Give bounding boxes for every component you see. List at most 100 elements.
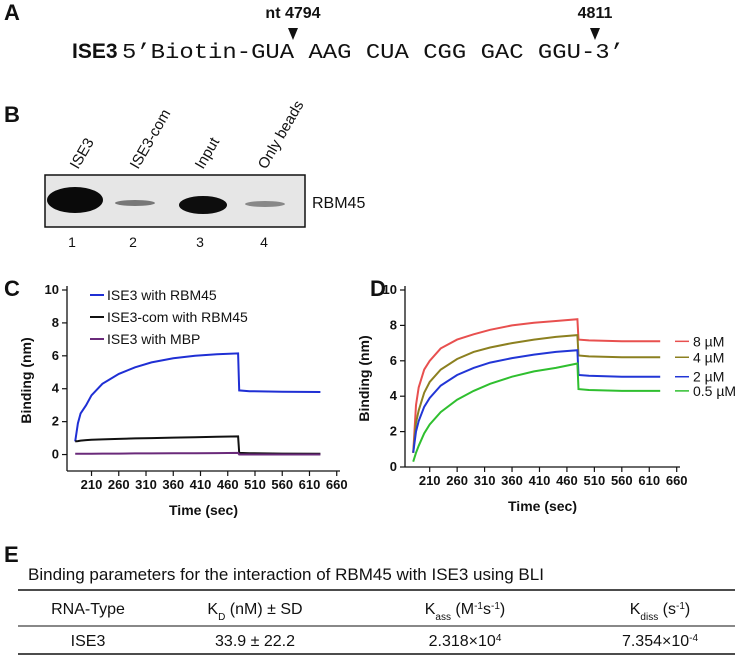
marker-label: 4811 xyxy=(578,5,613,22)
legend-label: 8 µM xyxy=(693,333,724,349)
y-tick-label: 6 xyxy=(390,353,397,368)
text-run: (nM) ± SD xyxy=(225,601,302,618)
gel-band xyxy=(179,196,227,214)
x-tick-label: 610 xyxy=(638,473,660,488)
x-tick-label: 410 xyxy=(529,473,551,488)
series-line xyxy=(412,349,661,453)
table-cell: 2.318×104 xyxy=(429,633,502,651)
legend-label: 2 µM xyxy=(693,369,724,385)
lane-label: ISE3-com xyxy=(127,106,175,172)
table-cell: ISE3 xyxy=(71,633,106,650)
text-run: ass xyxy=(435,612,451,623)
lane-number: 1 xyxy=(68,234,76,250)
x-tick-label: 510 xyxy=(244,477,266,492)
text-run: ) xyxy=(500,601,505,618)
legend-label: 4 µM xyxy=(693,349,724,365)
x-tick-label: 660 xyxy=(666,473,688,488)
x-axis-label: Time (sec) xyxy=(169,502,238,518)
series-line xyxy=(75,435,321,455)
text-run: -1 xyxy=(676,601,685,612)
gel-band xyxy=(245,201,285,207)
x-axis-label: Time (sec) xyxy=(508,498,577,514)
y-tick-label: 10 xyxy=(45,282,59,297)
text-run: K xyxy=(425,601,436,618)
x-tick-label: 310 xyxy=(135,477,157,492)
x-tick-label: 610 xyxy=(299,477,321,492)
panel-label: B xyxy=(4,102,20,127)
table-title: Binding parameters for the interaction o… xyxy=(28,565,544,584)
text-run: ) xyxy=(685,601,690,618)
y-tick-label: 0 xyxy=(52,447,59,462)
sequence: 5’Biotin-GUA AAG CUA CGG GAC GGU-3’ xyxy=(122,42,624,65)
table-header: RNA-Type xyxy=(51,601,125,618)
y-tick-label: 0 xyxy=(390,459,397,474)
table-header: Kass (M-1s-1) xyxy=(425,601,505,623)
x-tick-label: 460 xyxy=(556,473,578,488)
series-line xyxy=(412,362,661,463)
text-run: ISE3 xyxy=(71,633,106,650)
y-tick-label: 8 xyxy=(52,315,59,330)
y-tick-label: 10 xyxy=(383,282,397,297)
text-run: 4 xyxy=(496,633,502,644)
text-run: RNA-Type xyxy=(51,601,125,618)
legend-label: ISE3 with MBP xyxy=(107,331,200,347)
gel-band xyxy=(47,187,103,213)
lane-number: 4 xyxy=(260,234,268,250)
marker-arrow xyxy=(288,28,298,40)
lane-label: ISE3 xyxy=(67,135,98,172)
table-header: Kdiss (s-1) xyxy=(630,601,690,623)
x-tick-label: 510 xyxy=(584,473,606,488)
series-line xyxy=(412,318,661,453)
text-run: 2.318×10 xyxy=(429,633,496,650)
text-run: K xyxy=(207,601,218,618)
text-run: (s xyxy=(658,601,676,618)
lane-number: 3 xyxy=(196,234,204,250)
x-tick-label: 310 xyxy=(474,473,496,488)
y-tick-label: 2 xyxy=(390,424,397,439)
text-run: -1 xyxy=(474,601,483,612)
panel-label: C xyxy=(4,276,20,301)
legend-label: ISE3-com with RBM45 xyxy=(107,309,248,325)
table-header: KD (nM) ± SD xyxy=(207,601,302,623)
text-run: -4 xyxy=(689,633,698,644)
y-axis-label: Binding (nm) xyxy=(356,335,372,421)
text-run: (M xyxy=(451,601,474,618)
lane-label: Only beads xyxy=(255,98,308,172)
x-tick-label: 360 xyxy=(162,477,184,492)
x-tick-label: 560 xyxy=(611,473,633,488)
y-tick-label: 6 xyxy=(52,348,59,363)
y-axis-label: Binding (nm) xyxy=(18,337,34,423)
legend-label: 0.5 µM xyxy=(693,383,736,399)
table-cell: 7.354×10-4 xyxy=(622,633,699,651)
protein-label: RBM45 xyxy=(312,195,365,212)
y-tick-label: 2 xyxy=(52,414,59,429)
x-tick-label: 210 xyxy=(419,473,441,488)
y-tick-label: 4 xyxy=(390,388,398,403)
x-tick-label: 360 xyxy=(501,473,523,488)
text-run: 7.354×10 xyxy=(622,633,689,650)
legend-label: ISE3 with RBM45 xyxy=(107,287,217,303)
x-tick-label: 560 xyxy=(271,477,293,492)
text-run: 33.9 ± 22.2 xyxy=(215,633,295,650)
x-tick-label: 260 xyxy=(446,473,468,488)
text-run: s xyxy=(483,601,491,618)
x-tick-label: 660 xyxy=(326,477,348,492)
series-line xyxy=(75,451,321,456)
sequence-name: ISE3 xyxy=(72,40,118,63)
text-run: diss xyxy=(640,612,658,623)
series-line xyxy=(412,334,661,453)
y-tick-label: 4 xyxy=(52,381,60,396)
panel-label: A xyxy=(4,0,20,25)
panel-label: D xyxy=(370,276,386,301)
x-tick-label: 260 xyxy=(108,477,130,492)
table-cell: 33.9 ± 22.2 xyxy=(215,633,295,650)
x-tick-label: 410 xyxy=(190,477,212,492)
x-tick-label: 460 xyxy=(217,477,239,492)
panel-label: E xyxy=(4,542,19,567)
text-run: D xyxy=(218,612,225,623)
series-line xyxy=(74,352,321,442)
lane-number: 2 xyxy=(129,234,137,250)
marker-label: nt 4794 xyxy=(265,5,320,22)
